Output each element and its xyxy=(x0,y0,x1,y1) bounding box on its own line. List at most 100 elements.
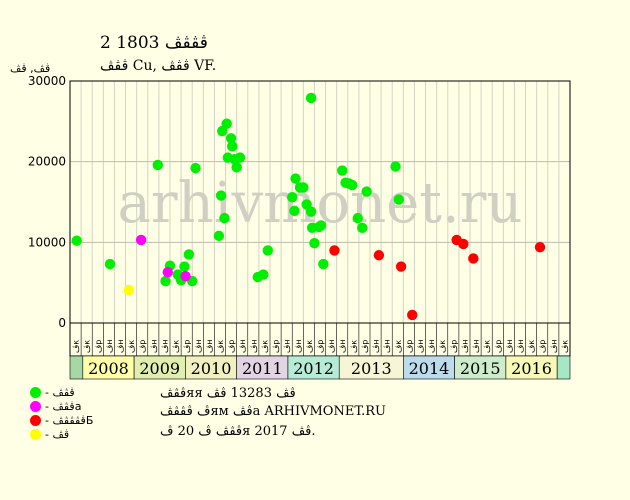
data-point xyxy=(162,266,173,278)
year-label: 2008 xyxy=(88,359,129,378)
data-point xyxy=(393,194,405,205)
month-tick-label: ڤр xyxy=(94,340,103,353)
data-point xyxy=(262,245,273,256)
month-tick-label: ڤн xyxy=(338,339,347,353)
data-point xyxy=(287,191,298,203)
data-point xyxy=(227,141,238,152)
y-tick-label: 10000 xyxy=(28,235,66,249)
month-tick-label: ڤк xyxy=(483,340,492,353)
data-point xyxy=(160,275,171,287)
legend-item-1: - ڤڤڤa xyxy=(30,400,81,413)
chart-title: 2 ڤڤڤڤ 1803 xyxy=(100,33,208,53)
legend-label-2: - ڤڤڤڤڤБ xyxy=(45,414,94,427)
info-line-count: ڤڤڤяя ڤڤ 13283 ڤڤ xyxy=(160,386,296,401)
month-tick-label: ڤн xyxy=(105,339,114,353)
data-point xyxy=(289,205,300,217)
month-tick-label: ڤр xyxy=(538,340,547,353)
data-point xyxy=(135,234,147,246)
year-band-10 xyxy=(556,355,571,380)
data-point xyxy=(71,235,82,246)
month-tick-label: ڤк xyxy=(527,340,536,353)
data-point xyxy=(329,245,340,256)
month-tick-label: ڤр xyxy=(405,340,414,353)
data-point xyxy=(347,179,358,191)
y-tick-label: 30000 xyxy=(28,74,66,88)
plot-area xyxy=(70,81,570,323)
info-line-date: ڤڤڤ ڤ 20 ڤя 2017 ڤڤ. xyxy=(160,424,316,439)
month-tick-label: ڤк xyxy=(72,340,81,353)
year-label: 2009 xyxy=(139,359,180,378)
month-tick-label: ڤн xyxy=(160,339,169,353)
month-tick-label: ڤк xyxy=(305,340,314,353)
data-point xyxy=(290,173,301,184)
month-tick-label: ڤн xyxy=(372,339,381,353)
data-point xyxy=(337,165,348,176)
data-point xyxy=(305,206,317,217)
month-tick-label: ڤн xyxy=(116,339,125,353)
y-tick-label: 0 xyxy=(58,316,66,330)
month-tick-label: ڤн xyxy=(472,339,481,353)
year-band-0 xyxy=(69,355,84,380)
month-tick-label: ڤк xyxy=(260,340,269,353)
month-label-band xyxy=(69,322,571,357)
data-point xyxy=(373,250,385,261)
month-tick-label: ڤр xyxy=(227,340,236,353)
month-tick-label: ڤк xyxy=(127,340,136,353)
month-tick-label: ڤр xyxy=(183,340,192,353)
month-tick-label: ڤн xyxy=(460,339,469,353)
data-point xyxy=(458,238,469,250)
data-point xyxy=(225,133,237,144)
legend-item-2: - ڤڤڤڤڤБ xyxy=(30,414,93,427)
year-label: 2016 xyxy=(511,359,552,378)
month-tick-label: ڤн xyxy=(194,339,203,353)
month-tick-label: ڤр xyxy=(449,340,458,353)
month-tick-label: ڤк xyxy=(172,340,181,353)
month-tick-label: ڤн xyxy=(505,339,514,353)
month-tick-label: ڤк xyxy=(349,340,358,353)
data-point xyxy=(152,159,163,171)
year-label: 2010 xyxy=(191,359,232,378)
legend-label-3: - ڤڤ xyxy=(45,428,70,441)
data-point xyxy=(123,284,135,296)
year-label: 2014 xyxy=(409,359,450,378)
legend-swatch-3 xyxy=(30,429,41,440)
month-tick-label: ڤн xyxy=(416,339,425,353)
month-tick-label: ڤк xyxy=(394,340,403,353)
data-point xyxy=(357,222,368,234)
info-line-source: ڤ ڤڤڤڤям ڤڤa ARHIVMONET.RU xyxy=(160,404,386,419)
data-point xyxy=(305,92,317,104)
month-tick-label: ڤк xyxy=(438,340,447,353)
month-tick-label: ڤн xyxy=(238,339,247,353)
legend-label-0: - ڤڤڤ xyxy=(45,386,75,399)
month-tick-label: ڤр xyxy=(494,340,503,353)
month-tick-label: ڤн xyxy=(294,339,303,353)
data-point xyxy=(361,186,372,197)
data-point xyxy=(179,261,190,272)
month-tick-label: ڤн xyxy=(327,339,336,353)
data-point xyxy=(468,253,479,264)
month-tick-label: ڤн xyxy=(149,339,158,353)
data-point xyxy=(104,258,116,270)
legend-swatch-1 xyxy=(30,401,41,412)
data-point xyxy=(407,309,418,321)
year-label: 2015 xyxy=(460,359,501,378)
year-label: 2013 xyxy=(351,359,392,378)
data-point xyxy=(318,258,329,270)
legend-item-3: - ڤڤ xyxy=(30,428,69,441)
year-label: 2011 xyxy=(242,359,283,378)
data-point xyxy=(183,249,195,260)
data-point xyxy=(534,241,546,253)
data-point xyxy=(234,152,246,163)
month-tick-label: ڤк xyxy=(216,340,225,353)
data-point xyxy=(190,162,201,174)
month-tick-label: ڤр xyxy=(138,340,147,353)
legend-swatch-0 xyxy=(30,387,41,398)
data-point xyxy=(390,161,401,172)
month-tick-label: ڤк xyxy=(83,340,92,353)
y-tick-label: 20000 xyxy=(28,155,66,169)
y-axis-unit: ڤڤ, ڤڤ xyxy=(10,62,51,75)
month-tick-label: ڤн xyxy=(205,339,214,353)
data-point xyxy=(352,212,363,224)
